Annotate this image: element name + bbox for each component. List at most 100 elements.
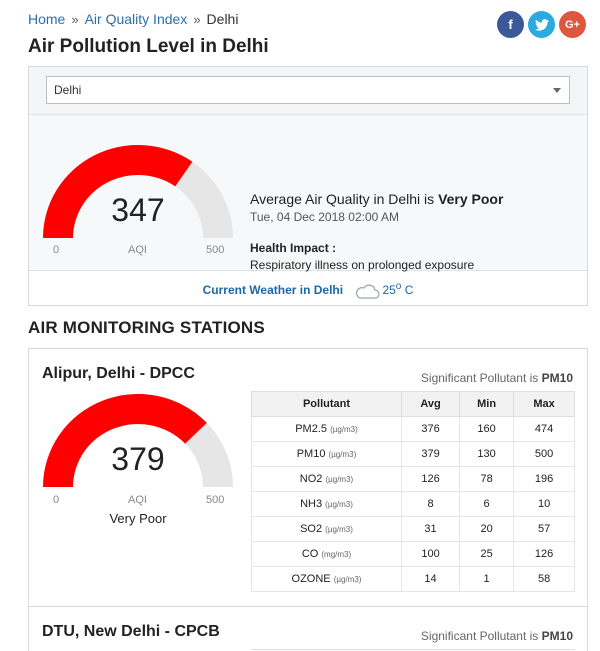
station-card-dtu: DTU, New Delhi - CPCB Significant Pollut… [28, 606, 588, 651]
avg-cell: 376 [400, 416, 461, 442]
city-aqi-gauge: 347 0 AQI 500 [43, 144, 233, 265]
aqi-value: 347 [111, 192, 165, 228]
avg-prefix: Average Air Quality in Delhi is [250, 191, 439, 207]
twitter-share-button[interactable] [528, 11, 555, 38]
max-cell: 57 [513, 516, 575, 542]
breadcrumb-aqi-link[interactable]: Air Quality Index [84, 11, 188, 27]
city-select[interactable]: Delhi [46, 76, 570, 104]
pollutant-table-header: Pollutant Avg Min Max [251, 391, 575, 417]
sig-prefix: Significant Pollutant is [420, 629, 542, 643]
table-row: NH3 (µg/m3) 8 6 10 [251, 491, 575, 517]
pollutant-name: NH3 [300, 498, 323, 510]
pollutant-name: NO2 [299, 473, 323, 485]
gauge-fill [43, 144, 193, 238]
avg-status: Very Poor [438, 191, 504, 207]
max-cell: 58 [513, 566, 575, 592]
pollutant-table-top-edge [251, 649, 575, 650]
cloud-icon [356, 284, 381, 299]
max-cell: 196 [513, 466, 575, 492]
health-impact-title: Health Impact : [250, 241, 337, 255]
city-select-bar: Delhi [29, 67, 587, 115]
station-card-alipur: Alipur, Delhi - DPCC Significant Polluta… [28, 348, 588, 606]
column-header-max: Max [513, 391, 575, 417]
avg-cell: 14 [400, 566, 461, 592]
min-cell: 25 [459, 541, 515, 567]
pollutant-unit: (µg/m3) [325, 500, 353, 509]
pollutant-unit: (µg/m3) [325, 475, 354, 484]
pollutant-name-cell: NO2 (µg/m3) [251, 466, 402, 492]
temperature-value: 25o C [382, 281, 414, 297]
social-share-bar: f G+ [497, 11, 586, 38]
table-row: NO2 (µg/m3) 126 78 196 [251, 466, 575, 492]
pollutant-unit: (µg/m3) [328, 450, 357, 459]
gauge-arc [43, 144, 233, 238]
min-cell: 20 [459, 516, 515, 542]
chevron-down-icon [553, 88, 561, 93]
average-air-quality-text: Average Air Quality in Delhi is Very Poo… [250, 191, 503, 207]
station-aqi-gauge: 379 0 AQI 500 [43, 393, 233, 514]
table-row: CO (mg/m3) 100 25 126 [251, 541, 575, 567]
gauge-aqi-label: AQI [128, 244, 147, 256]
reading-datetime: Tue, 04 Dec 2018 02:00 AM [250, 210, 399, 224]
max-cell: 474 [513, 416, 575, 442]
gauge-fill [43, 393, 207, 487]
min-cell: 160 [459, 416, 515, 442]
facebook-icon: f [508, 17, 513, 32]
pollutant-name: PM2.5 [295, 423, 327, 435]
table-row: SO2 (µg/m3) 31 20 57 [251, 516, 575, 542]
station-aqi-status: Very Poor [109, 511, 167, 526]
breadcrumb-home-link[interactable]: Home [28, 11, 66, 27]
min-cell: 6 [459, 491, 515, 517]
page-title: Air Pollution Level in Delhi [28, 36, 269, 57]
avg-cell: 8 [400, 491, 461, 517]
min-cell: 78 [459, 466, 515, 492]
station-name: Alipur, Delhi - DPCC [42, 365, 195, 382]
column-header-pollutant: Pollutant [251, 391, 402, 417]
pollutant-name-cell: PM10 (µg/m3) [251, 441, 402, 467]
sig-pollutant: PM10 [541, 371, 573, 385]
significant-pollutant: Significant Pollutant is PM10 [421, 629, 573, 643]
google-plus-icon: G+ [565, 18, 580, 31]
significant-pollutant: Significant Pollutant is PM10 [421, 371, 573, 385]
max-cell: 126 [513, 541, 575, 567]
pollutant-name: SO2 [300, 523, 323, 535]
pollutant-unit: (µg/m3) [333, 575, 362, 584]
gauge-aqi-label: AQI [128, 494, 147, 506]
sig-prefix: Significant Pollutant is [420, 371, 542, 385]
table-row: PM2.5 (µg/m3) 376 160 474 [251, 416, 575, 442]
avg-cell: 31 [400, 516, 461, 542]
gauge-max-label: 500 [206, 494, 225, 506]
city-overview-card: Delhi 347 0 AQI 500 Average Air Quality … [28, 66, 588, 306]
pollutant-name-cell: NH3 (µg/m3) [251, 491, 402, 517]
table-row: OZONE (µg/m3) 14 1 58 [251, 566, 575, 592]
gauge-min-label: 0 [53, 494, 60, 506]
column-header-avg: Avg [400, 391, 461, 417]
pollutant-name: OZONE [291, 573, 331, 585]
max-cell: 500 [513, 441, 575, 467]
temperature-scale: C [401, 283, 414, 297]
pollutant-name-cell: CO (mg/m3) [251, 541, 402, 567]
min-cell: 1 [459, 566, 515, 592]
pollutant-name-cell: OZONE (µg/m3) [251, 566, 402, 592]
degree-symbol: o [395, 281, 402, 292]
station-name: DTU, New Delhi - CPCB [42, 623, 220, 640]
pollutant-unit: (mg/m3) [321, 550, 352, 559]
current-weather-link[interactable]: Current Weather in Delhi [202, 283, 344, 297]
city-aqi-panel: 347 0 AQI 500 Average Air Quality in Del… [29, 115, 587, 272]
facebook-share-button[interactable]: f [497, 11, 524, 38]
google-plus-share-button[interactable]: G+ [559, 11, 586, 38]
table-row: PM10 (µg/m3) 379 130 500 [251, 441, 575, 467]
pollutant-name: PM10 [296, 448, 326, 460]
current-weather-bar: Current Weather in Delhi 25o C [29, 271, 587, 305]
column-header-min: Min [459, 391, 515, 417]
avg-cell: 379 [400, 441, 461, 467]
pollutant-unit: (µg/m3) [330, 425, 358, 434]
health-impact-text: Respiratory illness on prolonged exposur… [250, 258, 475, 272]
temperature-number: 25 [382, 283, 396, 297]
max-cell: 10 [513, 491, 575, 517]
avg-cell: 126 [400, 466, 461, 492]
pollutant-name-cell: PM2.5 (µg/m3) [251, 416, 402, 442]
stations-section-title: AIR MONITORING STATIONS [28, 318, 265, 337]
twitter-icon [534, 18, 549, 31]
breadcrumb: Home » Air Quality Index » Delhi [28, 11, 238, 27]
